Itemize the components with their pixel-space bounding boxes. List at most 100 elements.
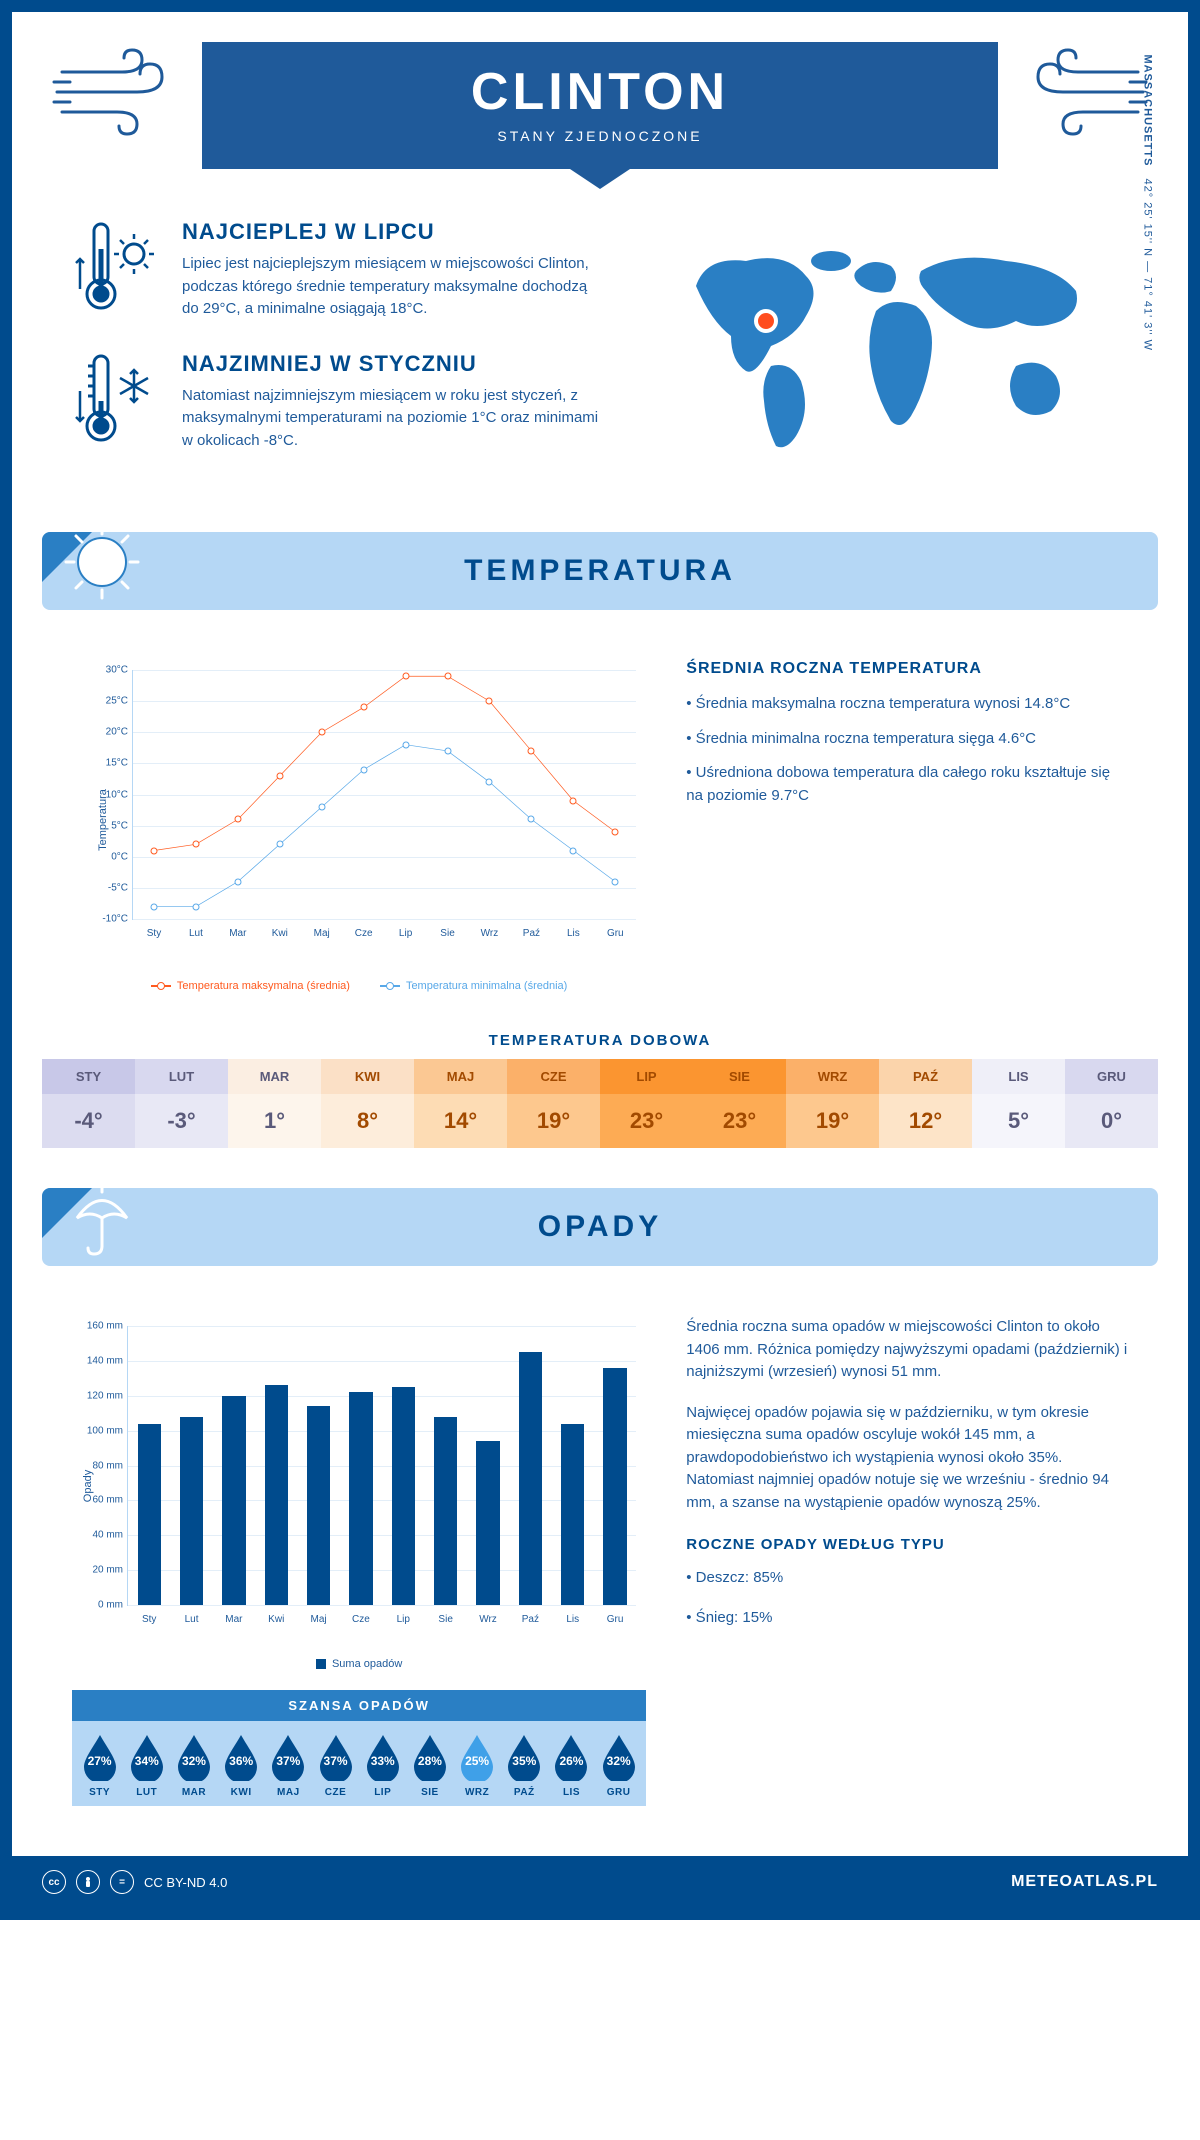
daily-temp-title: TEMPERATURA DOBOWA (12, 1032, 1188, 1049)
raindrop-icon: 37% (268, 1733, 308, 1781)
chance-value: 28% (418, 1754, 442, 1768)
chart-marker (360, 766, 367, 773)
wind-icon-right (1018, 42, 1148, 142)
chance-month: STY (78, 1787, 121, 1798)
temp-ytick: 30°C (83, 665, 128, 676)
precip-bar (138, 1424, 161, 1605)
chance-value: 36% (229, 1754, 253, 1768)
by-icon (76, 1870, 100, 1894)
precip-bar (561, 1424, 584, 1605)
hot-summary-block: NAJCIEPLEJ W LIPCU Lipiec jest najcieple… (72, 219, 604, 321)
chart-marker (528, 816, 535, 823)
temp-xtick: Lut (189, 928, 203, 939)
chart-marker (528, 747, 535, 754)
temp-xtick: Mar (229, 928, 246, 939)
chance-row: 27%STY34%LUT32%MAR36%KWI37%MAJ37%CZE33%L… (72, 1721, 646, 1806)
daily-cell: STY-4° (42, 1059, 135, 1148)
daily-month: KWI (321, 1059, 414, 1094)
temp-info-bullet: • Średnia minimalna roczna temperatura s… (686, 728, 1128, 751)
daily-cell: LUT-3° (135, 1059, 228, 1148)
chance-value: 37% (324, 1754, 348, 1768)
daily-value: 5° (972, 1094, 1065, 1148)
chart-marker (192, 841, 199, 848)
world-map-block: MASSACHUSETTS 42° 25' 15'' N — 71° 41' 3… (644, 219, 1128, 482)
cold-summary-title: NAJZIMNIEJ W STYCZNIU (182, 351, 604, 377)
legend-min: Temperatura minimalna (średnia) (380, 980, 567, 992)
daily-value: 14° (414, 1094, 507, 1148)
daily-value: 0° (1065, 1094, 1158, 1148)
daily-month: GRU (1065, 1059, 1158, 1094)
chance-value: 32% (607, 1754, 631, 1768)
chance-cell: 27%STY (78, 1733, 121, 1798)
temp-ytick: 20°C (83, 727, 128, 738)
precip-bar (392, 1387, 415, 1605)
temperature-section-header: TEMPERATURA (42, 532, 1158, 610)
chart-marker (612, 878, 619, 885)
precip-xtick: Cze (352, 1614, 370, 1625)
daily-cell: LIP23° (600, 1059, 693, 1148)
precip-section-title: OPADY (72, 1210, 1128, 1244)
chart-marker (234, 816, 241, 823)
precip-bar (307, 1406, 330, 1605)
precip-ytick: 0 mm (78, 1600, 123, 1611)
temp-xtick: Kwi (272, 928, 288, 939)
daily-month: CZE (507, 1059, 600, 1094)
chance-cell: 33%LIP (361, 1733, 404, 1798)
chance-month: SIE (408, 1787, 451, 1798)
daily-cell: CZE19° (507, 1059, 600, 1148)
temp-xtick: Maj (314, 928, 330, 939)
chance-cell: 34% LUT (125, 1733, 168, 1798)
city-title: CLINTON (242, 62, 958, 122)
chart-marker (360, 704, 367, 711)
precip-ytick: 120 mm (78, 1390, 123, 1401)
daily-value: 23° (600, 1094, 693, 1148)
chance-cell: 26%LIS (550, 1733, 593, 1798)
page-frame: CLINTON STANY ZJEDNOCZONE (0, 0, 1200, 1920)
temp-ytick: 5°C (83, 820, 128, 831)
legend-max: Temperatura maksymalna (średnia) (151, 980, 350, 992)
chance-title: SZANSA OPADÓW (72, 1690, 646, 1721)
daily-month: LIS (972, 1059, 1065, 1094)
raindrop-icon: 34% (127, 1733, 167, 1781)
hot-summary-text: Lipiec jest najcieplejszym miesiącem w m… (182, 253, 604, 321)
precip-xtick: Paź (522, 1614, 539, 1625)
cold-summary-text: Natomiast najzimniejszym miesiącem w rok… (182, 385, 604, 453)
chart-marker (192, 903, 199, 910)
chance-cell: 32%MAR (172, 1733, 215, 1798)
chance-cell: 25%WRZ (456, 1733, 499, 1798)
footer-site: METEOATLAS.PL (1011, 1873, 1158, 1891)
precip-xtick: Wrz (479, 1614, 497, 1625)
precip-bar (180, 1417, 203, 1605)
chance-cell: 28% SIE (408, 1733, 451, 1798)
chance-value: 26% (559, 1754, 583, 1768)
chance-cell: 37% MAJ (267, 1733, 310, 1798)
chart-marker (444, 747, 451, 754)
chance-month: LUT (125, 1787, 168, 1798)
daily-value: 1° (228, 1094, 321, 1148)
chart-marker (612, 828, 619, 835)
precip-section-header: OPADY (42, 1188, 1158, 1266)
raindrop-icon: 33% (363, 1733, 403, 1781)
raindrop-icon: 26% (551, 1733, 591, 1781)
raindrop-icon: 32% (599, 1733, 639, 1781)
title-banner: CLINTON STANY ZJEDNOCZONE (202, 42, 998, 169)
chance-month: MAJ (267, 1787, 310, 1798)
temperature-body: Temperatura -10°C-5°C0°C5°C10°C15°C20°C2… (12, 630, 1188, 1012)
daily-cell: SIE23° (693, 1059, 786, 1148)
precip-xtick: Mar (225, 1614, 242, 1625)
chance-value: 33% (371, 1754, 395, 1768)
raindrop-icon: 32% (174, 1733, 214, 1781)
temp-xtick: Sie (440, 928, 454, 939)
precip-xtick: Sie (438, 1614, 452, 1625)
precip-bar (349, 1392, 372, 1605)
umbrella-icon (62, 1178, 142, 1258)
daily-value: 19° (507, 1094, 600, 1148)
summary-section: NAJCIEPLEJ W LIPCU Lipiec jest najcieple… (12, 179, 1188, 512)
daily-month: LIP (600, 1059, 693, 1094)
daily-temp-table: STY-4°LUT-3°MAR1°KWI8°MAJ14°CZE19°LIP23°… (42, 1059, 1158, 1148)
daily-value: 19° (786, 1094, 879, 1148)
coordinates-label: MASSACHUSETTS 42° 25' 15'' N — 71° 41' 3… (1142, 54, 1154, 351)
wind-icon-left (52, 42, 182, 142)
temp-xtick: Cze (355, 928, 373, 939)
temp-ytick: 25°C (83, 696, 128, 707)
